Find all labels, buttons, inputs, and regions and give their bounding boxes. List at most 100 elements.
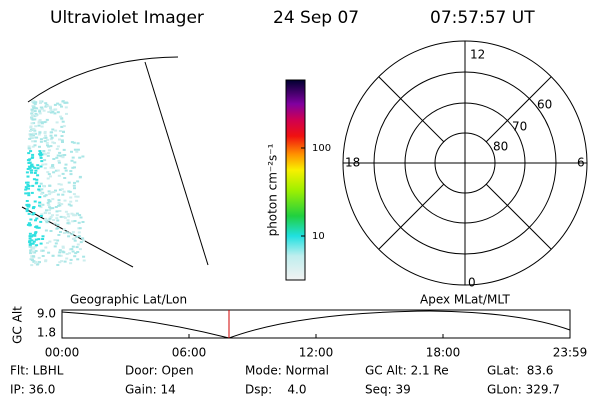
aurora-pixel xyxy=(64,169,68,172)
aurora-pixel xyxy=(73,148,77,151)
aurora-pixel xyxy=(38,145,41,148)
aurora-pixel xyxy=(47,149,51,152)
aurora-pixel xyxy=(30,113,34,116)
aurora-pixel xyxy=(72,214,76,217)
aurora-pixel xyxy=(31,184,35,187)
aurora-pixel xyxy=(52,219,56,221)
aurora-pixel xyxy=(33,140,37,143)
lat-label: 80 xyxy=(493,140,508,154)
colorbar xyxy=(285,79,306,281)
aurora-pixel xyxy=(49,134,53,137)
aurora-pixel xyxy=(58,138,61,141)
aurora-pixel xyxy=(62,228,66,231)
aurora-pixel xyxy=(39,140,43,143)
aurora-pixel xyxy=(63,101,67,104)
aurora-pixel xyxy=(60,117,64,120)
aurora-pixel xyxy=(62,190,66,193)
aurora-pixel xyxy=(25,200,29,202)
aurora-pixel xyxy=(39,156,43,159)
aurora-pixel xyxy=(81,239,85,242)
aurora-pixel xyxy=(29,249,33,252)
aurora-pixel xyxy=(60,125,64,128)
aurora-pixel xyxy=(49,108,53,111)
aurora-pixel xyxy=(60,139,64,142)
aurora-pixel xyxy=(71,220,75,223)
aurora-pixel xyxy=(55,121,59,124)
aurora-pixel xyxy=(44,246,48,249)
aurora-pixel xyxy=(33,200,37,203)
timeline-title: Apex MLat/MLT xyxy=(420,293,510,307)
aurora-pixel xyxy=(64,163,68,166)
aurora-pixel xyxy=(39,220,43,223)
aurora-pixel xyxy=(30,259,34,262)
aurora-pixel xyxy=(29,242,33,245)
aurora-pixel xyxy=(26,168,30,170)
aurora-pixel xyxy=(32,255,36,258)
aurora-pixel xyxy=(50,136,54,139)
info-field: GLon: 329.7 xyxy=(487,383,560,397)
aurora-pixel xyxy=(54,134,58,137)
aurora-pixel xyxy=(77,221,81,224)
aurora-pixel xyxy=(69,170,73,173)
mlt-label: 0 xyxy=(468,276,476,290)
aurora-pixel xyxy=(81,237,85,240)
aurora-pixel xyxy=(75,246,79,249)
aurora-pixel xyxy=(57,202,61,204)
aurora-pixel xyxy=(26,175,30,178)
aurora-pixel xyxy=(44,194,48,197)
aurora-pixel xyxy=(40,160,44,163)
aurora-pixel xyxy=(30,255,34,258)
aurora-pixel xyxy=(31,213,35,216)
aurora-pixel xyxy=(47,190,51,193)
aurora-pixel xyxy=(37,238,41,241)
aurora-pixel xyxy=(46,171,50,174)
colorbar-label: photon cm⁻²s⁻¹ xyxy=(266,143,280,236)
aurora-pixel xyxy=(57,183,61,186)
aurora-pixel xyxy=(43,121,47,124)
aurora-pixel xyxy=(56,111,60,114)
aurora-pixel xyxy=(36,167,40,170)
aurora-pixel xyxy=(53,239,57,242)
aurora-pixel xyxy=(76,195,80,198)
aurora-pixel xyxy=(30,116,34,119)
aurora-pixel xyxy=(69,173,73,176)
aurora-pixel xyxy=(30,164,34,167)
aurora-pixel xyxy=(63,177,67,179)
aurora-pixel xyxy=(47,204,51,206)
info-field: Gain: 14 xyxy=(125,383,176,397)
info-field: Mode: Normal xyxy=(245,364,329,378)
aurora-pixel xyxy=(51,198,55,201)
aurora-pixel xyxy=(24,192,28,195)
info-field: Door: Open xyxy=(125,364,194,378)
aurora-pixel xyxy=(72,193,76,196)
info-field: Flt: LBHL xyxy=(10,364,64,378)
aurora-pixel xyxy=(58,151,62,154)
aurora-pixel xyxy=(28,245,32,248)
aurora-pixel xyxy=(32,132,36,135)
aurora-pixel xyxy=(48,184,52,187)
aurora-pixel xyxy=(31,156,35,159)
aurora-pixel xyxy=(47,173,51,176)
aurora-pixel xyxy=(67,190,71,193)
aurora-pixel xyxy=(65,112,68,115)
aurora-pixel xyxy=(29,150,33,153)
aurora-pixel xyxy=(55,217,59,220)
aurora-pixel xyxy=(61,100,65,103)
aurora-pixel xyxy=(32,260,36,263)
mlt-label: 12 xyxy=(470,48,485,62)
aurora-pixel xyxy=(69,200,73,203)
aurora-pixel xyxy=(73,161,77,164)
aurora-pixel xyxy=(53,245,57,248)
aurora-pixel xyxy=(25,203,29,206)
aurora-pixel xyxy=(49,230,53,232)
timeline-x-tick: 23:59 xyxy=(553,346,588,360)
aurora-pixel xyxy=(64,210,68,213)
aurora-pixel xyxy=(71,231,75,234)
aurora-pixel xyxy=(62,251,66,254)
aurora-pixel xyxy=(26,205,30,208)
aurora-pixel xyxy=(76,258,80,261)
aurora-pixel xyxy=(43,159,47,162)
polar-grid xyxy=(342,40,588,286)
aurora-pixel xyxy=(33,110,37,113)
timeline-x-tick: 18:00 xyxy=(426,346,461,360)
